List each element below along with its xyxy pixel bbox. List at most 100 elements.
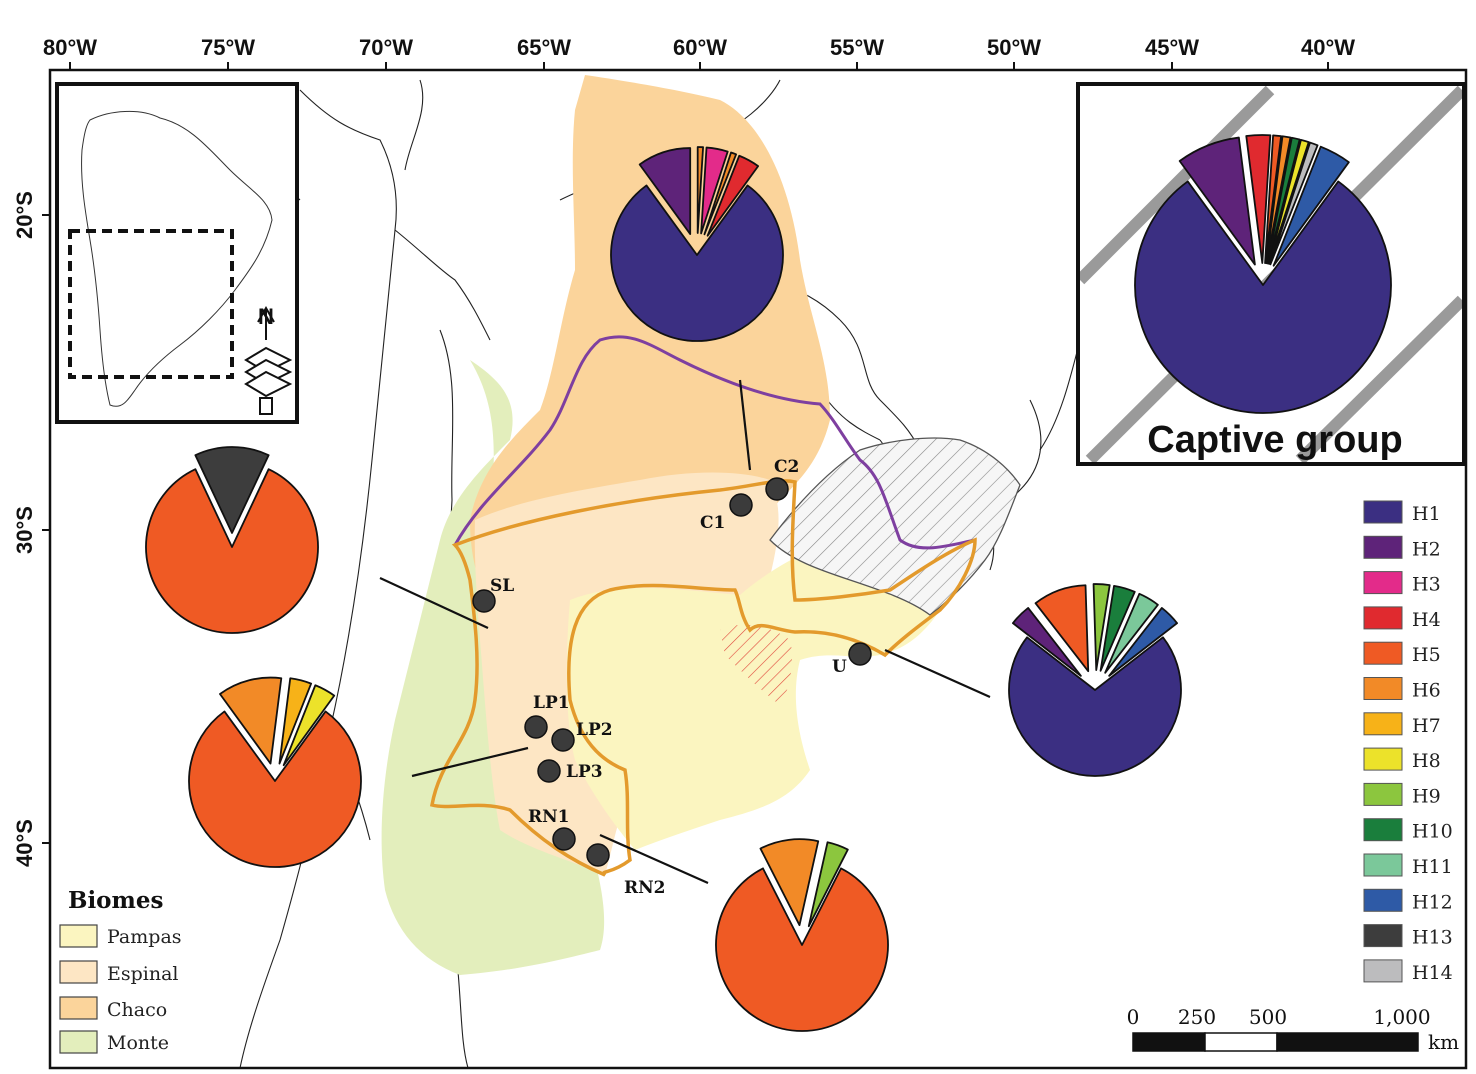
site-label-lp2: LP2 — [576, 720, 613, 740]
pie-rn-slice-h5 — [715, 867, 889, 1032]
range-outline-orange — [429, 479, 977, 877]
site-label-lp3: LP3 — [566, 762, 603, 782]
haplotype-swatch-h3 — [1363, 571, 1403, 595]
biome-label-espinal: Espinal — [107, 963, 179, 985]
leader-lines — [379, 379, 991, 885]
pie-chaco-slice-h4 — [706, 154, 760, 237]
scale-unit: km — [1428, 1030, 1459, 1054]
lat-label: 30°S — [12, 506, 37, 554]
pie-sl-slice-h5 — [145, 468, 319, 634]
pie-u — [1008, 583, 1182, 777]
pie-chaco-slice-h6 — [703, 151, 738, 236]
biome-label-monte: Monte — [107, 1032, 169, 1054]
site-points — [472, 477, 872, 867]
latitude-labels: 20°S 30°S 40°S — [12, 191, 37, 867]
site-label-u: U — [832, 657, 847, 677]
lat-label: 40°S — [12, 819, 37, 867]
pie-u-slice-h5 — [1034, 584, 1090, 673]
biome-swatch-chaco — [59, 996, 98, 1020]
haplotype-swatch-h13 — [1363, 924, 1403, 948]
scale-tick-label: 250 — [1178, 1005, 1216, 1029]
biome-swatch-espinal — [59, 960, 98, 984]
pie-u-slice-h1 — [1008, 636, 1182, 777]
pie-captive-slice-h12 — [1272, 145, 1350, 267]
pie-chaco-slice-h1 — [610, 184, 784, 342]
haplotype-swatch-h11 — [1363, 853, 1403, 877]
pie-captive-slice-h6 — [1265, 135, 1292, 265]
pie-chaco — [610, 146, 784, 342]
haplotype-swatch-h10 — [1363, 818, 1403, 842]
pie-captive-slice-h14 — [1269, 141, 1319, 266]
scale-tick-label: 0 — [1127, 1005, 1140, 1029]
pie-lp-slice-h5 — [188, 710, 362, 868]
haplotype-label-h14: H14 — [1412, 962, 1453, 984]
haplotype-label-h2: H2 — [1412, 538, 1441, 560]
pie-lp-slice-h6 — [219, 676, 283, 765]
site-label-rn2: RN2 — [624, 878, 666, 898]
haplotype-swatch-h1 — [1363, 500, 1403, 524]
haplotype-label-h5: H5 — [1412, 644, 1441, 666]
haplotype-label-h12: H12 — [1412, 891, 1453, 913]
site-label-sl: SL — [490, 576, 514, 596]
inset-extent-box — [68, 229, 234, 379]
site-label-lp1: LP1 — [533, 693, 570, 713]
scale-bar: 0 250 500 1,000 km — [1127, 1005, 1459, 1054]
haplotype-swatch-h6 — [1363, 677, 1403, 700]
pie-captive-slice-h2 — [1178, 136, 1256, 266]
pie-u-slice-h11 — [1104, 592, 1159, 674]
south-america-outline — [81, 110, 273, 407]
haplotype-swatch-h12 — [1363, 888, 1403, 912]
frame-ticks — [42, 62, 1329, 844]
haplotype-swatch-h14 — [1363, 959, 1403, 983]
pie-rn — [715, 838, 889, 1032]
biome-swatch-pampas — [59, 924, 98, 948]
pie-sl-slice-h13 — [194, 446, 270, 534]
site-label-c1: C1 — [700, 513, 725, 533]
lon-label: 60°W — [673, 35, 727, 60]
pie-u-slice-h12 — [1108, 607, 1178, 677]
pie-u-slice-h9 — [1092, 583, 1111, 671]
haplotype-label-h8: H8 — [1412, 750, 1441, 772]
pie-lp-slice-h7 — [278, 677, 313, 765]
lon-label: 40°W — [1301, 35, 1355, 60]
haplotype-swatch-h4 — [1363, 606, 1403, 630]
biome-label-pampas: Pampas — [107, 926, 182, 948]
haplotype-swatch-h5 — [1363, 641, 1403, 665]
pie-captive-slice-h10 — [1266, 136, 1301, 265]
pie-u-slice-h2 — [1012, 607, 1082, 677]
haplotype-label-h3: H3 — [1412, 574, 1441, 596]
pie-lp-slice-h8 — [282, 684, 336, 767]
pie-captive-slice-h8 — [1268, 138, 1310, 265]
haplotype-label-h13: H13 — [1412, 927, 1453, 949]
lon-label: 75°W — [201, 35, 255, 60]
biome-legend-title: Biomes — [68, 887, 163, 914]
haplotype-swatch-h7 — [1363, 712, 1403, 736]
pie-rn-slice-h6 — [759, 838, 820, 927]
lat-label: 20°S — [12, 191, 37, 239]
site-label-c2: C2 — [774, 457, 799, 477]
scale-tick-label: 500 — [1249, 1005, 1287, 1029]
haplotype-label-h6: H6 — [1412, 680, 1441, 702]
range-outline-purple — [453, 335, 976, 550]
haplotype-swatch-h9 — [1363, 782, 1403, 806]
north-arrow-icon: N — [244, 304, 293, 415]
pie-chaco-slice-h3 — [700, 146, 729, 235]
haplotype-legend: H1 H2 H3 H4 H5 H6 H7 H8 H9 H10 H11 H12 H13 H14 — [1363, 500, 1453, 984]
pie-chaco-slice-h2 — [638, 147, 692, 235]
pie-captive-slice-h1 — [1134, 180, 1392, 414]
pie-sl — [145, 446, 319, 634]
pie-u-slice-h10 — [1099, 584, 1136, 672]
haplotype-label-h9: H9 — [1412, 785, 1441, 807]
map-frame — [48, 68, 1468, 1070]
hatched-region-red — [720, 624, 792, 705]
haplotype-label-h7: H7 — [1412, 715, 1441, 737]
lon-label: 65°W — [517, 35, 571, 60]
biome-swatch-monte — [59, 1030, 98, 1054]
lon-label: 80°W — [43, 35, 97, 60]
haplotype-swatch-h2 — [1363, 535, 1403, 559]
biome-legend: Biomes Pampas Espinal Chaco Monte — [59, 887, 182, 1054]
pie-captive-slice-h5 — [1264, 134, 1283, 264]
haplotype-swatch-h8 — [1363, 747, 1403, 771]
pie-captive — [1134, 134, 1392, 414]
